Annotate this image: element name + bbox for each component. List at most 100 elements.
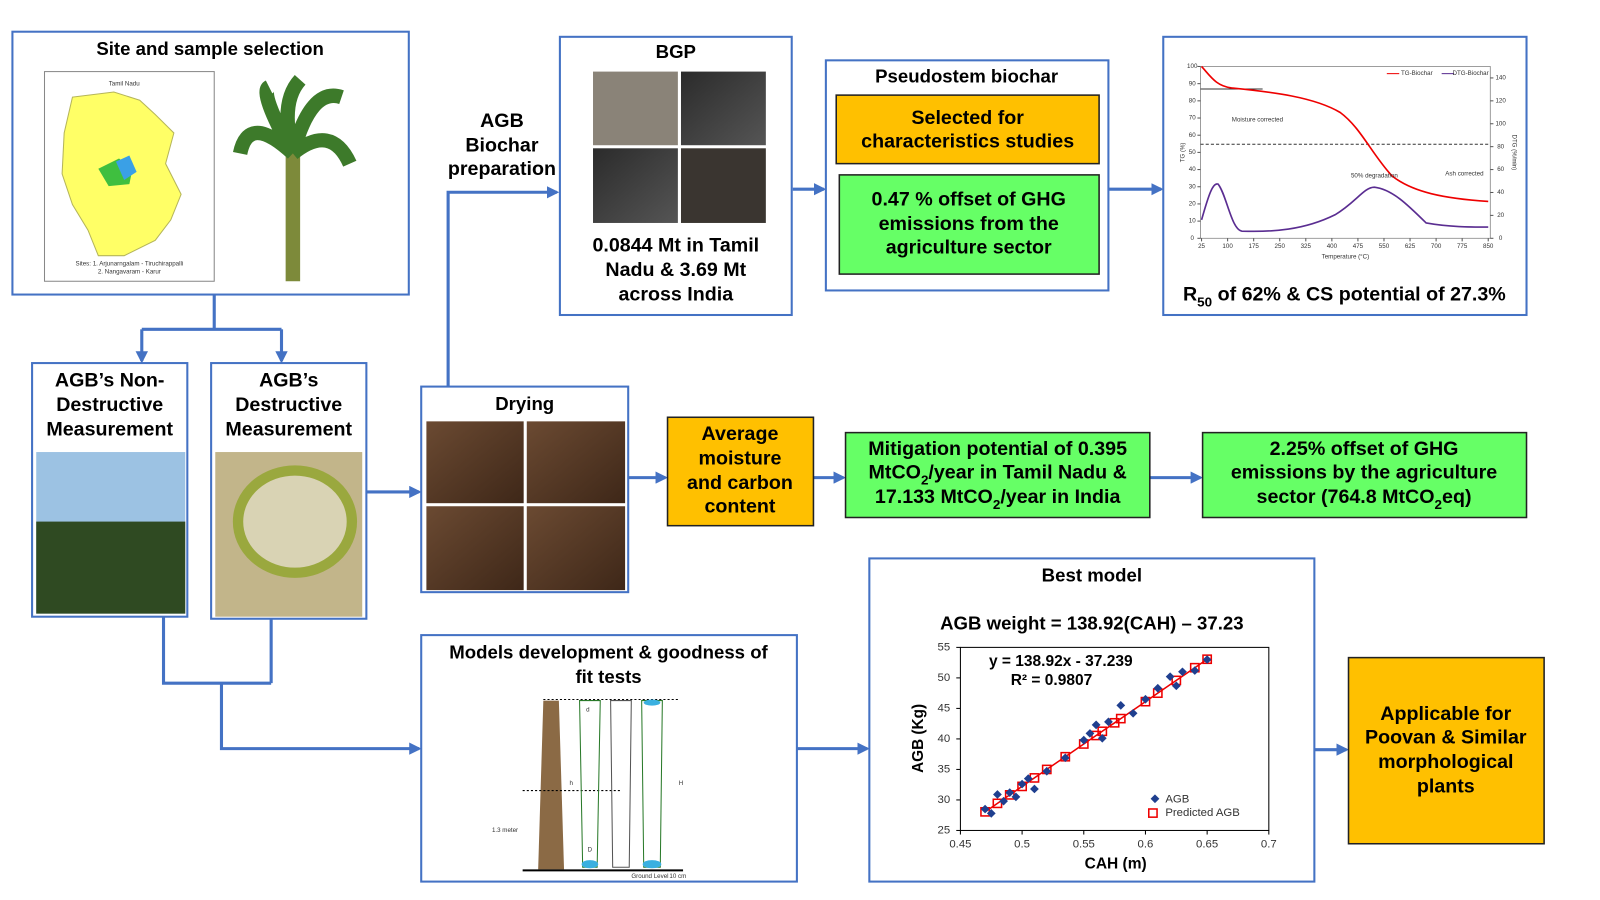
agb-point [986,809,996,818]
box-text: plants [1417,776,1475,798]
fit-equation: y = 138.92x - 37.239 [989,653,1133,670]
y-axis-label: TG (%) [1180,143,1187,163]
ghg-offset-box [1201,431,1528,519]
text-sub: 2 [993,497,1000,512]
drying-title: Drying [495,393,554,414]
applicable-box [1347,656,1545,845]
x-tick-label: 100 [1222,243,1233,250]
agb-point [999,796,1008,806]
tga-box [1162,35,1528,317]
box-text: moisture [698,447,781,469]
box-text: Destructive [56,394,163,416]
y-tick-label: 80 [1189,97,1196,104]
box-text: and carbon [687,472,793,494]
agb-point [1042,766,1052,776]
x-tick-label: 400 [1327,243,1338,250]
y-tick-label: 10 [1189,218,1196,225]
agb-point [1104,717,1113,727]
photo [593,148,678,223]
box-text: Destructive [235,394,342,416]
agb-point [1005,788,1015,797]
photo-vegetation [36,521,186,614]
predicted-point [1115,713,1126,724]
arrow [446,186,560,387]
y2-tick-label: 0 [1499,235,1503,242]
box-text: content [705,495,776,517]
box-text: Applicable for [1380,703,1511,725]
models-title: fit tests [575,666,641,687]
agb-point [980,804,990,814]
agb-point [1079,735,1089,745]
x-tick-label: 0.7 [1261,839,1277,851]
diagram-label: Ground Level [631,873,668,880]
y2-axis-label: DTG (%/min) [1510,135,1517,171]
x-tick-label: 625 [1405,243,1416,250]
box-text: Measurement [225,419,352,441]
annotation: 50% degradation [1351,173,1398,180]
moisture-box [666,416,815,527]
x-tick-label: 0.55 [1073,839,1095,851]
y-tick-label: 100 [1187,63,1198,70]
agb-point [1017,779,1027,789]
y2-tick-label: 80 [1497,143,1504,150]
legend-label: Predicted AGB [1165,807,1240,819]
legend-label: DTG-Biochar [1453,70,1489,77]
text-part: /year in Tamil Nadu & [928,462,1126,484]
map-title: Tamil Nadu [109,81,141,88]
mitigation-box [844,431,1151,519]
agb-point [1030,784,1039,794]
photo-stem [232,465,358,578]
agb-point [1171,681,1181,691]
r-squared: R² = 0.9807 [1011,672,1093,689]
y-tick-label: 50 [938,672,951,684]
caption-part: of 62% & CS potential of 27.3% [1212,284,1506,306]
box-text: 2.25% offset of GHG [1270,438,1459,460]
measurement-diagram: d h H D 1.3 meter Ground Level 10 cm [492,699,686,880]
offset-box [838,174,1100,275]
best-model-title: Best model [1042,565,1142,586]
tga-caption: R50 of 62% & CS potential of 27.3% [1183,284,1506,310]
map-sites: 2. Nangavaram - Karur [98,269,161,276]
y2-tick-label: 120 [1495,97,1506,104]
shape [285,153,301,282]
cone [579,700,601,868]
box-text: 17.133 MtCO2/year in India [875,486,1121,512]
agb-point [1116,701,1126,710]
agb-point [1060,753,1070,763]
box-text: Average [702,423,779,445]
diagram-label: h [570,780,574,787]
caption-part: R [1183,284,1197,306]
agb-point [1190,666,1200,675]
agb-point [1178,667,1187,677]
photo [680,148,766,223]
tga-chart: TG-Biochar DTG-Biochar Moisture correcte… [1180,63,1518,260]
box-text: emissions from the [879,213,1059,235]
diagram-label: 10 cm [669,873,686,880]
x-tick-label: 250 [1275,243,1286,250]
y-tick-label: 45 [938,702,951,714]
section [581,860,599,869]
selected-box [835,94,1100,165]
y2-tick-label: 40 [1497,189,1504,196]
x-tick-label: 0.65 [1196,839,1218,851]
photo [426,421,524,504]
box-text: Selected for [911,107,1024,129]
photo [426,506,524,591]
y2-tick-label: 100 [1495,120,1506,127]
legend-label: TG-Biochar [1401,70,1433,77]
x-tick-label: 0.5 [1014,839,1030,851]
text-part: 2.25% offset of GHG [1270,438,1459,460]
y2-tick-label: 20 [1497,212,1504,219]
x-tick-label: 550 [1379,243,1390,250]
label: Biochar [465,134,539,156]
bgp-text: Nadu & 3.69 Mt [605,259,746,281]
text-part: Mitigation potential of 0.395 [868,438,1127,460]
photo [593,71,678,146]
y2-tick-label: 140 [1495,75,1506,82]
y-tick-label: 0 [1191,235,1195,242]
agb-point [1011,792,1021,802]
x-axis-label: CAH (m) [1085,855,1147,872]
x-tick-label: 475 [1353,243,1364,250]
map-district [115,155,137,180]
agb-point [1202,655,1212,664]
